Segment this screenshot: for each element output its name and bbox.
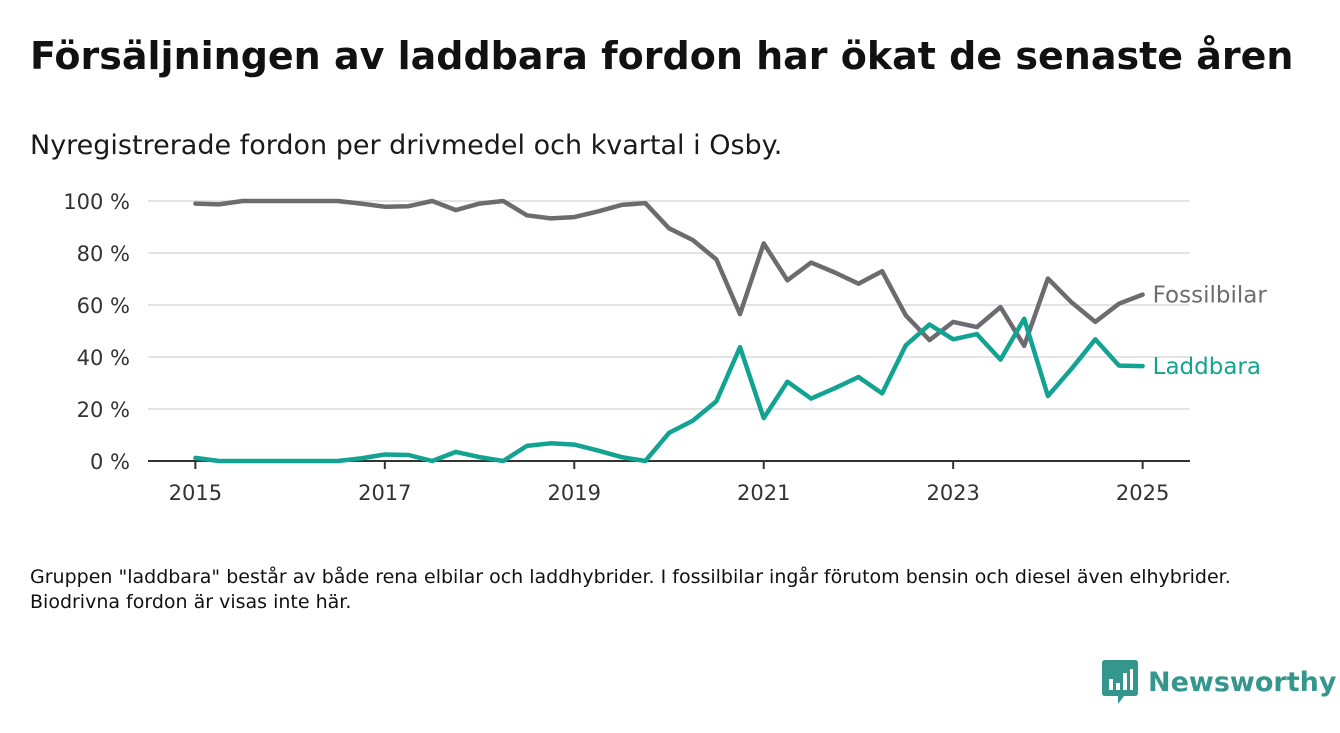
x-tick-label: 2021 <box>737 481 790 505</box>
y-tick-label: 100 % <box>63 190 130 214</box>
series-label-laddbara: Laddbara <box>1153 354 1261 380</box>
x-tick-label: 2017 <box>358 481 411 505</box>
y-tick-label: 0 % <box>90 450 130 474</box>
series-lines <box>193 198 1145 464</box>
chart-footnote: Gruppen "laddbara" består av både rena e… <box>30 566 1231 613</box>
x-tick-label: 2019 <box>548 481 601 505</box>
x-tick-label: 2023 <box>926 481 979 505</box>
chart-subtitle: Nyregistrerade fordon per drivmedel och … <box>30 130 783 161</box>
y-tick-label: 80 % <box>77 242 130 266</box>
y-tick-label: 20 % <box>77 398 130 422</box>
y-tick-label: 40 % <box>77 346 130 370</box>
gridlines <box>148 200 1190 410</box>
y-axis-tick-labels: 0 % 20 % 40 % 60 % 80 % 100 % <box>63 190 130 474</box>
newsworthy-logo-icon <box>1102 660 1138 704</box>
series-line-fossilbilar <box>193 198 1145 349</box>
chart-title: Försäljningen av laddbara fordon har öka… <box>30 34 1294 78</box>
series-labels: Fossilbilar Laddbara <box>1153 283 1268 381</box>
line-chart: 0 % 20 % 40 % 60 % 80 % 100 % 2015 2017 2019 202… <box>63 190 1268 505</box>
x-tick-label: 2025 <box>1116 481 1169 505</box>
brand-name: Newsworthy <box>1148 666 1337 698</box>
brand-logo: Newsworthy <box>1102 660 1336 704</box>
x-axis: 2015 2017 2019 2021 2023 2025 <box>148 460 1190 505</box>
y-tick-label: 60 % <box>77 294 130 318</box>
series-label-fossilbilar: Fossilbilar <box>1153 283 1268 309</box>
x-tick-label: 2015 <box>169 481 222 505</box>
series-line-laddbara <box>193 316 1145 464</box>
